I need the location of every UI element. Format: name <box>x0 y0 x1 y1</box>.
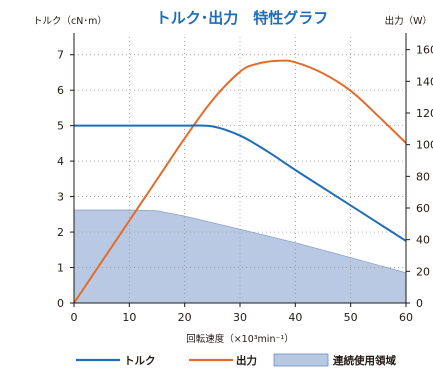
x-axis-title: 回転速度（×10³min⁻¹） <box>186 333 294 345</box>
x-tick-label: 40 <box>288 311 302 324</box>
y-left-tick-label: 6 <box>57 84 64 97</box>
y-right-tick-label: 60 <box>416 202 430 215</box>
x-tick-label: 10 <box>122 311 136 324</box>
legend-continuous-swatch <box>273 353 329 367</box>
grid <box>74 37 406 303</box>
axes <box>70 33 410 307</box>
y-right-tick-label: 140 <box>416 75 433 88</box>
y-left-tick-label: 3 <box>57 191 64 204</box>
legend-continuous-label: 連続使用領域 <box>333 354 396 367</box>
y-left-tick-label: 0 <box>57 297 64 310</box>
tick-labels: 0102030405060012345670204060801001201401… <box>57 44 433 324</box>
y-right-tick-label: 120 <box>416 107 433 120</box>
x-tick-label: 50 <box>344 311 358 324</box>
x-tick-label: 60 <box>399 311 413 324</box>
x-tick-label: 20 <box>178 311 192 324</box>
legend-torque-label: トルク <box>124 355 156 367</box>
output-line <box>73 59 407 304</box>
y-left-tick-label: 1 <box>57 262 64 275</box>
y-left-tick-label: 4 <box>57 155 64 168</box>
y-right-tick-label: 20 <box>416 265 430 278</box>
torque-line <box>74 124 407 242</box>
y-right-tick-label: 80 <box>416 170 430 183</box>
y-right-tick-label: 40 <box>416 234 430 247</box>
y-right-tick-label: 160 <box>416 44 433 57</box>
y-right-tick-label: 100 <box>416 139 433 152</box>
series-lines <box>73 59 407 304</box>
legend: トルク 出力 連続使用領域 <box>76 353 396 367</box>
x-tick-label: 0 <box>71 311 78 324</box>
y-left-tick-label: 5 <box>57 120 64 133</box>
y-left-tick-label: 2 <box>57 226 64 239</box>
legend-output-label: 出力 <box>236 354 257 367</box>
y-left-axis-title: トルク（cN･m） <box>33 15 107 27</box>
x-tick-label: 30 <box>233 311 247 324</box>
y-right-tick-label: 0 <box>416 297 423 310</box>
y-right-axis-title: 出力（W） <box>385 15 432 27</box>
y-left-tick-label: 7 <box>57 49 64 62</box>
chart-title: トルク･出力 特性グラフ <box>156 9 329 27</box>
